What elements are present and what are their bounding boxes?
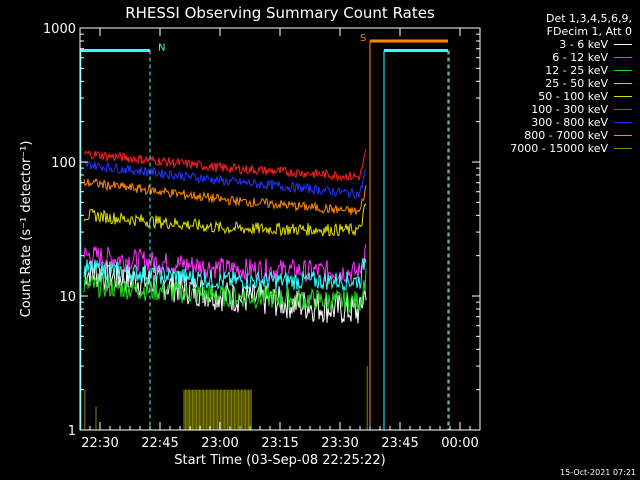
legend: Det 1,3,4,5,6,9, FDecim 1, Att 0 3 - 6 k… [472,12,632,155]
legend-header-line-1: Det 1,3,4,5,6,9, [545,12,632,25]
series-7 [83,177,367,215]
legend-label: 6 - 12 keV [552,51,608,64]
legend-entry: 100 - 300 keV [472,103,632,116]
legend-label: 800 - 7000 keV [524,129,608,142]
y-tick-label: 1 [68,424,76,439]
series-1 [83,244,367,283]
legend-swatch [614,70,632,71]
x-tick-label: 23:00 [201,436,238,451]
annotation-label: N [158,42,165,53]
legend-header-line-2: FDecim 1, Att 0 [546,25,632,38]
legend-entry: 3 - 6 keV [472,38,632,51]
series-6 [83,161,367,199]
y-tick-label: 1000 [43,22,76,37]
x-tick-label: 22:30 [81,436,118,451]
legend-swatch [614,96,632,97]
legend-entry: 25 - 50 keV [472,77,632,90]
y-tick-label: 10 [59,290,76,305]
x-tick-label: 23:30 [321,436,358,451]
y-tick-label: 100 [51,156,76,171]
x-tick-label: 22:45 [141,436,178,451]
chart-title: RHESSI Observing Summary Count Rates [125,4,435,22]
x-tick-label: 00:00 [441,436,478,451]
legend-swatch [614,122,632,123]
annotation-label: S [360,33,366,44]
legend-swatch [614,135,632,136]
legend-entry: 50 - 100 keV [472,90,632,103]
x-tick-label: 23:45 [381,436,418,451]
legend-label: 25 - 50 keV [545,77,608,90]
legend-label: 300 - 800 keV [531,116,608,129]
legend-entry: 12 - 25 keV [472,64,632,77]
legend-label: 3 - 6 keV [559,38,608,51]
legend-label: 7000 - 15000 keV [510,142,608,155]
legend-entry: 6 - 12 keV [472,51,632,64]
series-4 [83,203,367,237]
legend-label: 12 - 25 keV [545,64,608,77]
y-axis-label: Count Rate (s⁻¹ detector⁻¹) [19,141,34,318]
x-tick-label: 23:15 [261,436,298,451]
legend-label: 50 - 100 keV [538,90,608,103]
timestamp: 15-Oct-2021 07:21 [560,468,636,477]
legend-swatch [614,83,632,84]
x-axis-label: Start Time (03-Sep-08 22:25:22) [174,453,385,468]
series-3 [83,258,367,291]
legend-label: 100 - 300 keV [531,103,608,116]
legend-entry: 300 - 800 keV [472,116,632,129]
legend-entry: 800 - 7000 keV [472,129,632,142]
legend-swatch [614,148,632,149]
series-5 [83,149,367,182]
legend-swatch [614,44,632,45]
legend-entry: 7000 - 15000 keV [472,142,632,155]
legend-swatch [614,57,632,58]
legend-swatch [614,109,632,110]
series-2 [83,268,367,315]
